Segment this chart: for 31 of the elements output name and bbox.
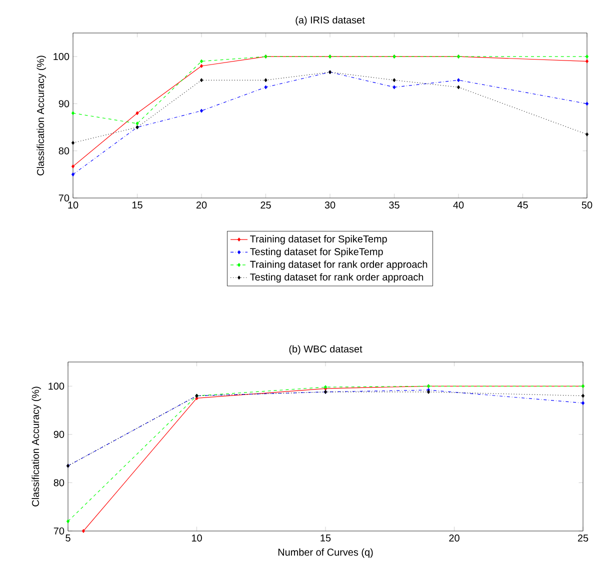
x-tick-label: 50 — [582, 202, 592, 209]
x-tick-label: 25 — [260, 202, 271, 209]
x-tick-label: 25 — [578, 534, 588, 542]
x-tick-label: 30 — [324, 202, 336, 209]
y-tick-label: 80 — [54, 479, 64, 486]
y-tick-label: 90 — [58, 100, 70, 108]
y-tick-label: 70 — [58, 194, 70, 202]
legend-label: Testing dataset for SpikeTemp — [250, 248, 383, 258]
y-axis-title: Classification Accuracy (%) — [36, 56, 46, 176]
x-tick-label: 5 — [66, 534, 70, 542]
x-tick-label: 45 — [517, 202, 528, 208]
y-axis-title: Classification Accuracy (%) — [32, 386, 42, 506]
legend-label: Training dataset for SpikeTemp — [250, 235, 387, 244]
chart-title: (a) IRIS dataset — [296, 16, 365, 26]
x-tick-label: 20 — [196, 202, 207, 209]
x-tick-label: 10 — [192, 534, 202, 542]
legend-label: Training dataset for rank order approach — [250, 260, 428, 270]
y-tick-label: 80 — [58, 147, 70, 154]
y-tick-label: 100 — [48, 382, 64, 390]
x-axis-title: Number of Curves (q) — [278, 548, 373, 558]
x-tick-label: 15 — [320, 534, 331, 542]
x-tick-label: 20 — [449, 534, 460, 542]
y-tick-label: 100 — [54, 53, 70, 60]
legend-label: Testing dataset for rank order approach — [250, 273, 424, 283]
y-tick-label: 90 — [54, 430, 64, 438]
x-tick-label: 15 — [132, 202, 142, 208]
y-tick-label: 70 — [54, 527, 64, 535]
x-tick-label: 35 — [389, 202, 400, 209]
chart-title: (b) WBC dataset — [289, 345, 362, 354]
x-tick-label: 10 — [68, 202, 78, 209]
x-tick-label: 40 — [453, 202, 464, 209]
